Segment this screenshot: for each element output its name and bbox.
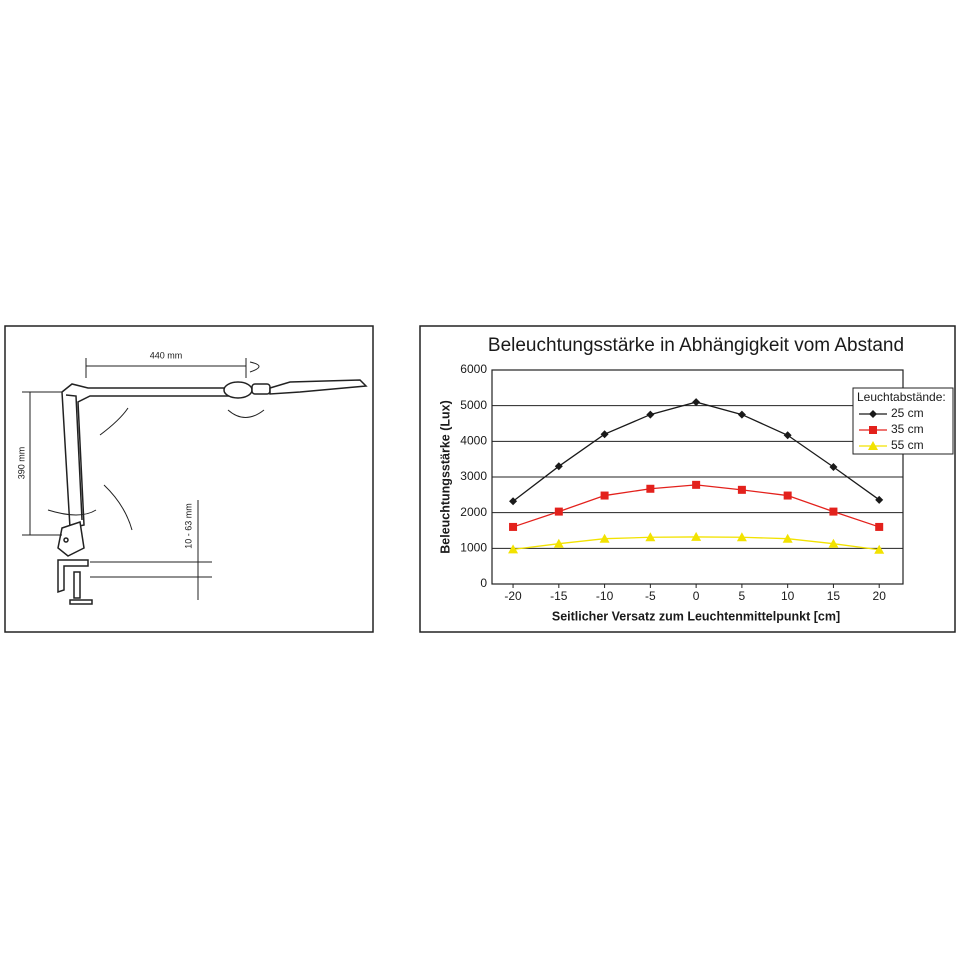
marker — [646, 484, 655, 493]
marker — [600, 491, 609, 500]
marker — [599, 533, 610, 543]
chart-title: Beleuchtungsstärke in Abhängigkeit vom A… — [488, 335, 904, 356]
y-tick-label: 2000 — [460, 505, 487, 519]
legend-title: Leuchtabstände: — [857, 390, 946, 404]
marker — [554, 507, 563, 516]
legend-marker — [869, 426, 877, 434]
marker — [782, 533, 793, 543]
x-tick-label: 20 — [873, 589, 887, 603]
marker — [692, 398, 701, 407]
lamp-diagram: 440 mm 390 mm 10 - 63 mm — [4, 325, 374, 633]
x-axis-label: Seitlicher Versatz zum Leuchtenmittelpun… — [552, 609, 840, 623]
x-tick-label: -10 — [596, 589, 614, 603]
legend-label: 25 cm — [891, 406, 924, 420]
marker — [691, 531, 702, 541]
legend-label: 35 cm — [891, 422, 924, 436]
x-tick-label: 5 — [739, 589, 746, 603]
marker — [508, 544, 519, 554]
y-axis-label: Beleuchtungsstärke (Lux) — [438, 400, 452, 554]
legend-marker — [868, 441, 878, 450]
x-tick-label: 15 — [827, 589, 841, 603]
diagram-frame — [4, 325, 374, 633]
chart-frame — [419, 325, 956, 633]
series-line — [512, 484, 880, 528]
marker — [737, 410, 746, 419]
marker — [509, 522, 518, 531]
legend-label: 55 cm — [891, 438, 924, 452]
x-tick-label: -20 — [504, 589, 522, 603]
marker — [737, 485, 746, 494]
dimension-label: 390 mm — [16, 447, 26, 480]
marker — [783, 431, 792, 440]
marker — [829, 507, 838, 516]
marker — [874, 544, 885, 554]
marker — [875, 495, 884, 504]
y-tick-label: 4000 — [460, 434, 487, 448]
plot-area — [491, 369, 904, 585]
marker — [783, 491, 792, 500]
dimension-lines — [22, 358, 265, 600]
dimension-label: 440 mm — [150, 350, 183, 360]
marker — [646, 410, 655, 419]
x-tick-label: 10 — [781, 589, 795, 603]
dimension-label: 10 - 63 mm — [183, 503, 193, 549]
marker — [875, 522, 884, 531]
marker — [553, 538, 564, 548]
x-tick-label: 0 — [693, 589, 700, 603]
marker — [554, 462, 563, 471]
y-tick-label: 6000 — [460, 362, 487, 376]
legend: Leuchtabstände: 25 cm 35 cm 55 cm — [852, 387, 954, 455]
legend-box — [852, 387, 954, 455]
x-tick-label: -5 — [645, 589, 656, 603]
marker — [828, 538, 839, 548]
marker — [829, 463, 838, 472]
legend-marker — [869, 410, 877, 418]
y-tick-label: 1000 — [460, 541, 487, 555]
y-tick-label: 5000 — [460, 398, 487, 412]
y-tick-label: 0 — [480, 576, 487, 590]
x-tick-label: -15 — [550, 589, 568, 603]
y-tick-label: 3000 — [460, 469, 487, 483]
marker — [645, 532, 656, 542]
marker — [736, 532, 747, 542]
marker — [692, 480, 701, 489]
marker — [600, 430, 609, 439]
lamp-drawing — [57, 379, 368, 605]
marker — [509, 497, 518, 506]
